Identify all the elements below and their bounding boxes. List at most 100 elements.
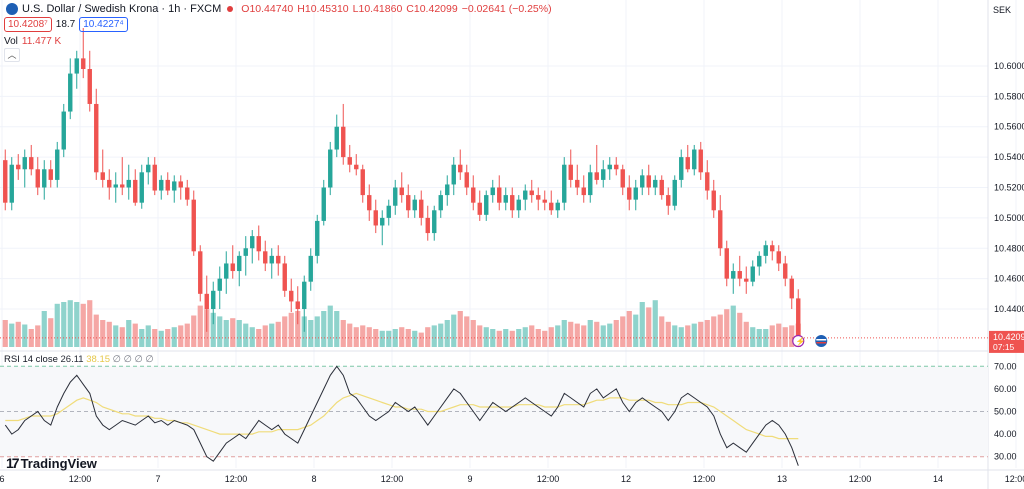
volume-bar	[613, 320, 619, 347]
volume-bar	[15, 321, 21, 347]
candle-body	[536, 195, 541, 200]
time-tick-label: 12:00	[69, 474, 92, 484]
volume-bar	[496, 330, 502, 347]
candle-body	[328, 149, 333, 188]
volume-bar	[561, 320, 567, 347]
volume-bar	[113, 325, 119, 347]
candle-body	[575, 179, 580, 188]
currency-label[interactable]: SEK	[993, 5, 1012, 15]
candle-body	[185, 187, 190, 200]
volume-bar	[646, 307, 652, 347]
candle-body	[204, 293, 209, 310]
volume-bar	[704, 320, 710, 347]
volume-bar	[698, 321, 704, 347]
volume-bar	[425, 327, 431, 347]
candle-body	[9, 164, 14, 203]
rsi-tick-label: 30.00	[994, 452, 1017, 462]
price-tick-label: 10.52000	[994, 183, 1024, 193]
tradingview-logo[interactable]: 17 TradingView	[6, 455, 97, 471]
candle-body	[42, 169, 47, 188]
symbol-title[interactable]: U.S. Dollar / Swedish Krona · 1h · FXCM	[22, 3, 222, 15]
candle-body	[386, 205, 391, 218]
ohlc-low: L10.41860	[352, 3, 403, 15]
candle-body	[523, 190, 528, 200]
volume-bar	[620, 316, 626, 347]
volume-bar	[555, 325, 561, 347]
volume-bar	[730, 305, 736, 347]
volume-bar	[457, 311, 463, 347]
rsi-tick-label: 40.00	[994, 429, 1017, 439]
last-price-tag	[989, 330, 1024, 353]
candle-body	[113, 184, 118, 188]
candle-body	[237, 255, 242, 272]
volume-bar	[535, 329, 541, 347]
price-tick-label: 10.46000	[994, 274, 1024, 284]
volume-bar	[412, 330, 418, 347]
volume-bar	[464, 316, 470, 347]
ohlc-change: −0.02641 (−0.25%)	[461, 3, 552, 15]
volume-bar	[100, 320, 106, 347]
price-axis[interactable]: 10.60000 10.58000 10.56000 10.54000 10.52000…	[989, 61, 1024, 353]
rsi-axis[interactable]: 70.00 60.00 50.00 40.00 30.00	[994, 361, 1017, 461]
candle-body	[776, 251, 781, 264]
volume-bar	[672, 325, 678, 347]
time-tick-label: 12:00	[225, 474, 248, 484]
candle-body	[126, 179, 131, 188]
volume-legend[interactable]: Vol 11.477 K	[4, 36, 61, 47]
volume-bar	[288, 312, 294, 347]
tradingview-logo-icon: 17	[6, 455, 20, 471]
sell-button[interactable]: 10.4208⁷	[4, 17, 52, 32]
candle-body	[692, 149, 697, 170]
time-axis[interactable]: 6 12:00 7 12:00 8 12:00 9 12:00 12 12:00 13 12:00 14…	[0, 474, 1024, 484]
volume-bar	[249, 327, 255, 347]
volume-bar	[275, 321, 281, 347]
candle-body	[477, 202, 482, 215]
candle-body	[711, 190, 716, 211]
candle-body	[406, 195, 411, 211]
candle-body	[620, 169, 625, 188]
volume-bar	[132, 323, 138, 347]
volume-bar	[61, 302, 67, 347]
candle-body	[627, 187, 632, 200]
volume-bar	[509, 330, 515, 347]
time-tick-label: 12:00	[849, 474, 872, 484]
time-tick-label: 13	[777, 474, 787, 484]
market-status-icon[interactable]	[227, 6, 234, 12]
event-markers[interactable]: ⚡	[792, 334, 828, 348]
candle-body	[146, 164, 151, 173]
price-candles	[0, 28, 988, 341]
volume-bar	[633, 314, 639, 347]
volume-bar	[158, 330, 164, 347]
collapse-legend-button[interactable]: ︿	[4, 48, 20, 62]
volume-bar	[334, 311, 340, 347]
volume-bar	[438, 323, 444, 347]
volume-bar	[230, 318, 236, 347]
spread-value: 18.7	[55, 19, 76, 30]
volume-bar	[152, 329, 158, 347]
volume-bar	[451, 314, 457, 347]
volume-bar	[165, 329, 171, 347]
volume-bar	[360, 325, 366, 347]
volume-bar	[665, 321, 671, 347]
rsi-legend[interactable]: RSI 14 close 26.11 38.15 ∅ ∅ ∅ ∅	[4, 354, 154, 365]
volume-bar	[691, 323, 697, 347]
buy-button[interactable]: 10.4227⁴	[79, 17, 128, 32]
volume-bar	[217, 316, 223, 347]
candle-body	[373, 210, 378, 226]
time-tick-label: 12:00	[1005, 474, 1024, 484]
volume-bar	[659, 316, 665, 347]
candle-body	[87, 69, 92, 104]
candle-body	[29, 157, 34, 170]
volume-bar	[340, 320, 346, 347]
price-tick-label: 10.58000	[994, 91, 1024, 101]
volume-bar	[327, 305, 333, 347]
time-tick-label: 14	[933, 474, 943, 484]
volume-bar	[145, 325, 151, 347]
volume-bar	[483, 327, 489, 347]
volume-bar	[282, 316, 288, 347]
candle-body	[302, 281, 307, 310]
volume-bar	[652, 300, 658, 347]
candle-body	[724, 248, 729, 279]
volume-bar	[314, 316, 320, 347]
